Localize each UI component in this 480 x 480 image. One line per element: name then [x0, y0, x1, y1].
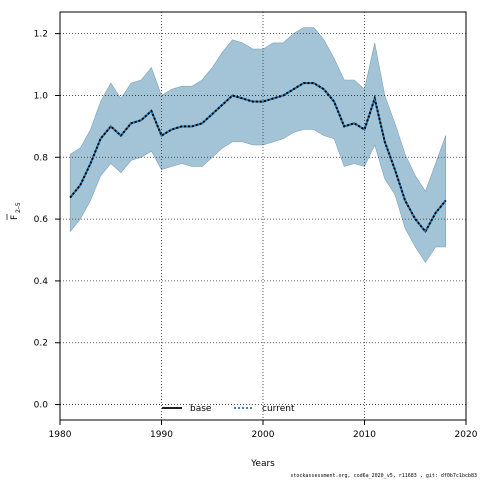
axis-layer: 1980 1990 2000 2010 2020 0.0 0.2 0.4 0.6 0.8 1.0 1.… [34, 30, 478, 440]
x-tick-label: 2020 [455, 430, 478, 440]
plot-frame [59, 11, 467, 421]
legend: base current [162, 404, 295, 414]
footer-note: stockassessment.org, cod6a_2020_v5, r116… [290, 473, 477, 479]
confidence-band [69, 27, 446, 263]
y-tick-label: 0.2 [34, 339, 48, 349]
y-axis-title: F 2–5 [6, 202, 22, 220]
y-tick-label: 0.4 [34, 277, 49, 287]
y-tick-label: 0.0 [34, 401, 49, 411]
x-tick-label: 1980 [49, 430, 72, 440]
x-tick-label: 2000 [252, 430, 275, 440]
y-axis-title-main: F [10, 215, 20, 220]
y-tick-label: 0.6 [34, 215, 49, 225]
confidence-band-layer [69, 27, 446, 263]
x-tick-label: 2010 [353, 430, 376, 440]
legend-base-label: base [190, 404, 212, 414]
legend-current-label: current [262, 404, 295, 414]
series-line-current [69, 82, 447, 234]
x-axis-title: Years [250, 459, 275, 469]
series-line-current-accent [69, 82, 447, 234]
y-axis-title-subscript: 2–5 [15, 202, 22, 213]
x-tick-label: 1990 [150, 430, 173, 440]
y-tick-label: 0.8 [34, 153, 49, 163]
series-line-layer [69, 82, 447, 234]
y-tick-label: 1.2 [34, 30, 48, 40]
y-tick-label: 1.0 [34, 91, 49, 101]
